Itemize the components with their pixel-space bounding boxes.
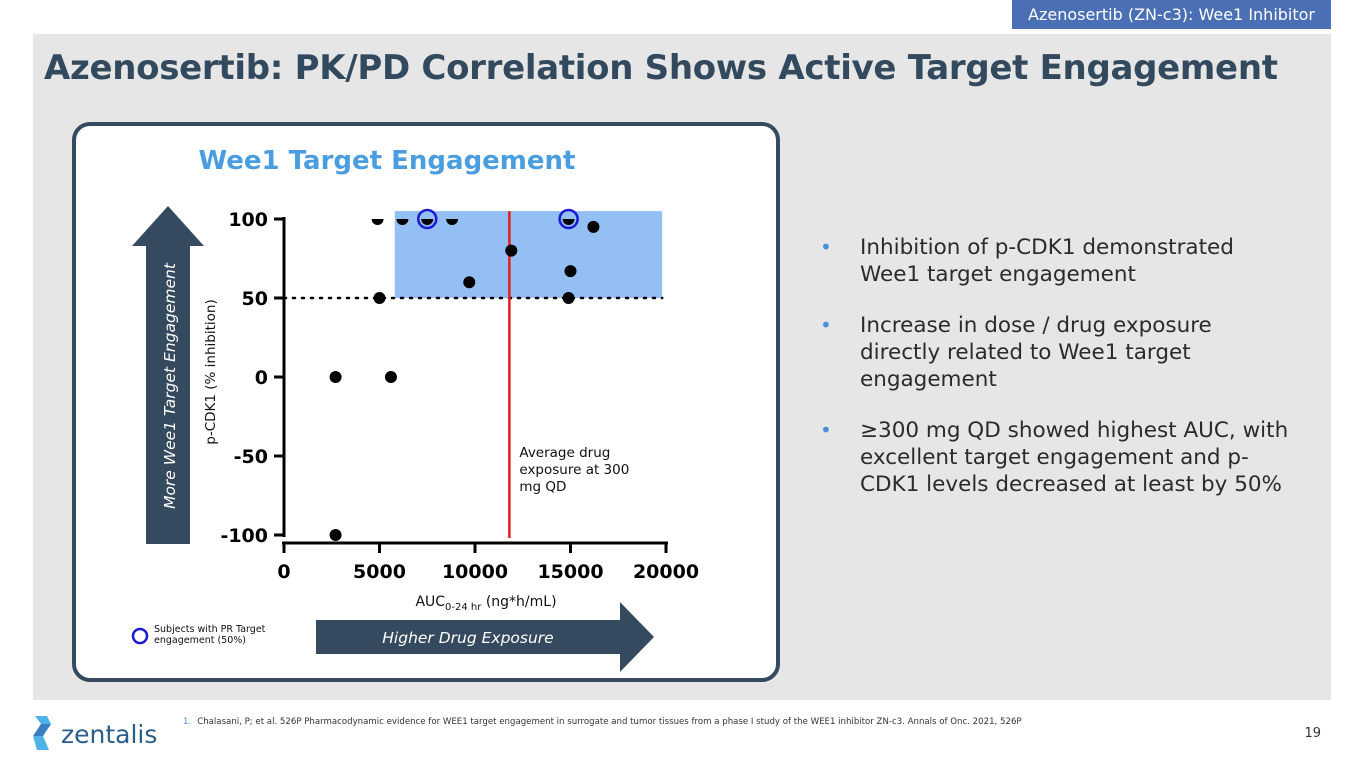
zentalis-logo: zentalis [33,716,157,750]
bullet-item: • Inhibition of p-CDK1 demonstrated Wee1 … [820,234,1290,288]
data-point [329,371,342,383]
data-points [329,219,600,541]
x-tick-label: 0 [277,561,290,583]
bullet-item: • ≥300 mg QD showed highest AUC, with exc… [820,417,1290,498]
highlight-ring [417,208,438,230]
x-direction-arrow: Higher Drug Exposure [316,602,654,672]
bullet-marker: • [820,235,832,259]
data-point [384,371,397,383]
data-point [562,292,575,304]
target-engagement-region [394,211,663,298]
data-point [564,265,577,278]
y-direction-arrow: More Wee1 Target Engagement [132,206,204,544]
bullet-item: • Increase in dose / drug exposure direct… [820,312,1290,393]
y-arrow-label: More Wee1 Target Engagement [161,262,179,509]
x-arrow-shape [316,602,654,672]
page-title: Azenosertib: PK/PD Correlation Shows Act… [44,48,1278,88]
y-arrow-shape [132,206,204,544]
x-tick-label: 15000 [537,561,603,583]
y-tick-label: 100 [228,209,268,231]
bullet-list: • Inhibition of p-CDK1 demonstrated Wee1 … [820,234,1290,522]
scatter-chart: Wee1 Target Engagement 100 50 0 -50 -100 0 500… [131,146,699,672]
bullet-text: ≥300 mg QD showed highest AUC, with exce… [860,418,1289,497]
page-number: 19 [1304,726,1321,741]
y-tick-label: -50 [234,446,268,468]
x-arrow-label: Higher Drug Exposure [382,629,553,647]
chart-card: Wee1 Target Engagement 100 50 0 -50 -100 0 500… [72,122,780,682]
axes: 100 50 0 -50 -100 0 5000 10000 15000 20000 [220,209,699,583]
data-point [562,219,575,225]
legend-label-line: engagement (50%) [154,635,246,646]
y-tick-label: 0 [255,367,268,389]
bullet-text: Inhibition of p-CDK1 demonstrated Wee1 t… [860,235,1234,287]
shaded-rect [394,211,663,298]
reference-label-line: exposure at 300 [519,462,629,478]
footnote: 1. Chalasani, P; et al. 526P Pharmacodyna… [183,717,1022,727]
data-point [421,219,434,225]
reference-label-line: mg QD [519,479,566,495]
reference-label-line: Average drug [519,445,610,461]
data-point [505,244,518,257]
data-point [446,219,459,225]
x-tick-label: 20000 [633,561,699,583]
highlighted-points [417,208,579,230]
chart-title: Wee1 Target Engagement [199,146,576,176]
data-point [587,220,600,233]
highlight-ring [558,208,579,230]
data-point [396,219,409,225]
y-tick-label: -100 [220,525,268,547]
y-axis-label: p-CDK1 (% inhibition) [203,299,219,444]
bullet-text: Increase in dose / drug exposure directl… [860,313,1212,392]
data-point [329,529,342,541]
legend-marker [131,627,149,645]
header-tagline: Azenosertib (ZN-c3): Wee1 Inhibitor [1012,0,1331,29]
bullet-marker: • [820,418,832,442]
logo-text: zentalis [61,720,157,749]
data-point [463,276,476,289]
y-tick-label: 50 [242,288,268,310]
x-tick-label: 5000 [353,561,406,583]
footnote-text: Chalasani, P; et al. 526P Pharmacodynami… [197,717,1022,727]
data-point [371,219,384,225]
x-tick-label: 10000 [442,561,508,583]
bullet-marker: • [820,313,832,337]
legend-label-line: Subjects with PR Target [154,624,266,635]
data-point [373,292,386,304]
footnote-number: 1. [183,717,192,727]
x-axis-label: AUC0-24 hr (ng*h/mL) [415,594,556,613]
